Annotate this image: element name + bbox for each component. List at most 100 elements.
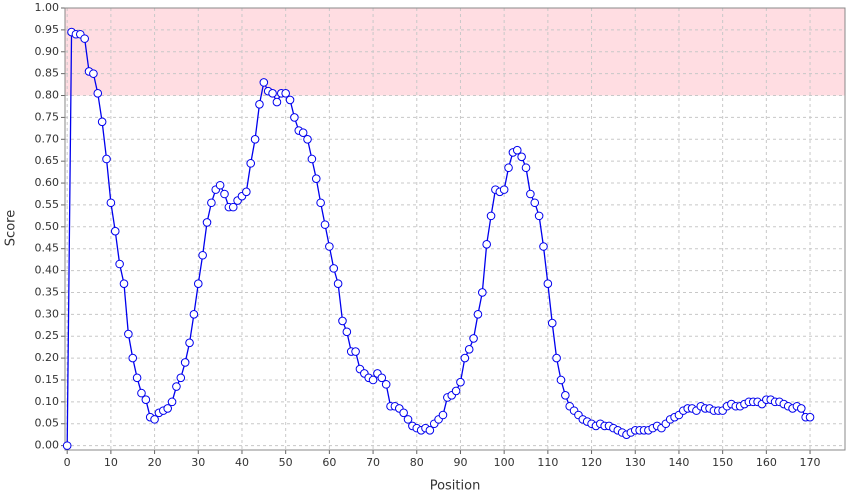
y-tick-label: 0.30 — [35, 307, 60, 320]
x-tick-label: 20 — [148, 456, 162, 469]
point — [132, 373, 142, 383]
point — [534, 211, 544, 221]
x-tick-label: 150 — [712, 456, 733, 469]
point — [473, 310, 483, 319]
x-tick-label: 100 — [494, 456, 515, 469]
x-tick-label: 160 — [756, 456, 777, 469]
point — [526, 189, 535, 199]
point — [137, 388, 146, 398]
point — [368, 375, 378, 385]
x-tick-label: 60 — [322, 456, 336, 469]
point — [320, 220, 330, 229]
point — [438, 410, 448, 420]
point — [797, 404, 806, 413]
point — [316, 198, 325, 208]
point — [93, 89, 103, 98]
point — [115, 259, 124, 269]
y-tick-label: 0.10 — [35, 395, 60, 408]
y-tick-label: 0.85 — [35, 67, 60, 80]
y-tick-label: 0.90 — [35, 45, 60, 58]
point — [106, 198, 116, 208]
point — [351, 347, 360, 356]
point — [290, 113, 299, 122]
point — [250, 134, 260, 144]
point — [539, 242, 548, 251]
point — [246, 159, 256, 168]
x-tick-label: 170 — [800, 456, 821, 469]
point — [517, 152, 526, 162]
point — [119, 279, 129, 289]
x-tick-label: 90 — [453, 456, 467, 469]
y-tick-label: 0.75 — [35, 110, 60, 123]
point — [561, 390, 570, 400]
point — [97, 117, 107, 127]
point — [268, 89, 277, 98]
point — [89, 69, 98, 78]
point — [303, 134, 312, 144]
y-tick-label: 0.95 — [35, 23, 60, 36]
point — [110, 226, 120, 236]
point — [342, 327, 352, 337]
x-axis-title: Position — [430, 479, 481, 494]
x-tick-label: 120 — [581, 456, 602, 469]
point — [556, 375, 566, 385]
x-tick-label: 70 — [366, 456, 380, 469]
point — [464, 345, 474, 354]
point — [478, 288, 487, 297]
point — [504, 163, 513, 173]
point — [460, 353, 470, 363]
point — [399, 408, 408, 418]
point — [469, 334, 478, 343]
point — [451, 386, 461, 396]
point — [403, 415, 413, 424]
point — [381, 380, 391, 389]
point — [425, 426, 435, 435]
point — [482, 240, 491, 249]
y-tick-label: 0.45 — [35, 242, 60, 255]
x-tick-label: 140 — [668, 456, 689, 469]
point — [255, 99, 264, 109]
x-tick-label: 130 — [625, 456, 646, 469]
point — [307, 154, 317, 164]
point — [486, 211, 496, 221]
y-tick-label: 0.15 — [35, 373, 60, 386]
point — [172, 382, 181, 391]
y-tick-label: 0.00 — [35, 439, 60, 452]
point — [141, 395, 151, 404]
x-tick-label: 80 — [410, 456, 424, 469]
point — [530, 198, 540, 208]
y-tick-label: 0.80 — [35, 89, 60, 102]
point — [128, 353, 138, 363]
point — [499, 185, 509, 194]
point — [329, 264, 339, 273]
x-tick-label: 0 — [64, 456, 71, 469]
y-tick-label: 0.50 — [35, 220, 60, 233]
point — [193, 279, 203, 289]
point — [215, 180, 225, 190]
y-tick-label: 0.35 — [35, 285, 60, 298]
y-tick-label: 0.05 — [35, 417, 60, 430]
point — [333, 279, 343, 289]
x-tick-label: 30 — [191, 456, 205, 469]
point — [242, 187, 251, 197]
x-tick-label: 110 — [537, 456, 558, 469]
y-tick-label: 0.60 — [35, 176, 60, 189]
point — [62, 441, 72, 450]
point — [377, 373, 387, 383]
point — [285, 95, 295, 105]
point — [220, 189, 229, 199]
point — [176, 373, 186, 383]
point — [189, 310, 199, 319]
point — [512, 145, 522, 155]
x-tick-label: 40 — [235, 456, 249, 469]
point — [198, 250, 207, 260]
point — [456, 377, 465, 387]
point — [228, 202, 238, 212]
point — [325, 242, 334, 251]
point — [102, 154, 111, 164]
point — [150, 415, 159, 424]
y-tick-label: 1.00 — [35, 1, 60, 14]
plot-frame — [64, 7, 846, 451]
point — [80, 34, 89, 43]
y-tick-label: 0.20 — [35, 351, 60, 364]
